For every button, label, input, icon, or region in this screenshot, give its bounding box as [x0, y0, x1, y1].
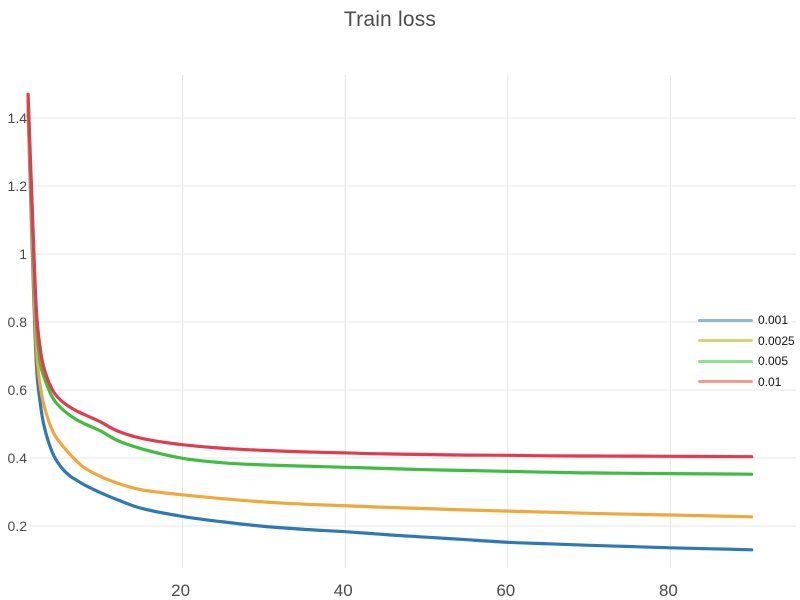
- legend-swatch: [698, 359, 753, 363]
- chart-title: Train loss: [343, 8, 437, 31]
- y-axis-tick-label: 0.6: [8, 382, 28, 398]
- y-axis-tick-label: 0.2: [8, 518, 28, 534]
- legend-swatch: [698, 318, 753, 322]
- legend-item-0.005[interactable]: 0.005: [698, 351, 800, 372]
- y-axis-tick-label: 1.2: [8, 178, 28, 194]
- legend-item-0.001[interactable]: 0.001: [698, 310, 800, 331]
- legend-item-0.01[interactable]: 0.01: [698, 372, 800, 393]
- legend-label: 0.0025: [758, 333, 795, 348]
- legend-label: 0.01: [758, 374, 782, 389]
- legend-swatch: [698, 339, 753, 343]
- x-axis-tick-label: 80: [659, 581, 678, 600]
- legend-label: 0.001: [758, 313, 789, 328]
- x-axis-tick-label: 40: [334, 581, 353, 600]
- y-axis-tick-label: 0.8: [8, 314, 28, 330]
- series-line-0.01: [26, 92, 754, 459]
- series-line-0.0025: [26, 106, 754, 519]
- y-axis-tick-label: 0.4: [8, 450, 28, 466]
- y-axis-tick-label: 1: [19, 246, 27, 262]
- series-line-0.005: [26, 99, 754, 476]
- legend-label: 0.005: [758, 354, 789, 369]
- legend-swatch: [698, 380, 753, 384]
- x-axis-tick-label: 60: [496, 581, 515, 600]
- x-axis-tick-label: 20: [171, 581, 190, 600]
- series-line-0.001: [26, 109, 754, 552]
- legend-item-0.0025[interactable]: 0.0025: [698, 331, 800, 352]
- y-axis-tick-label: 1.4: [8, 110, 28, 126]
- legend: 0.001 0.0025 0.005 0.01: [698, 310, 800, 392]
